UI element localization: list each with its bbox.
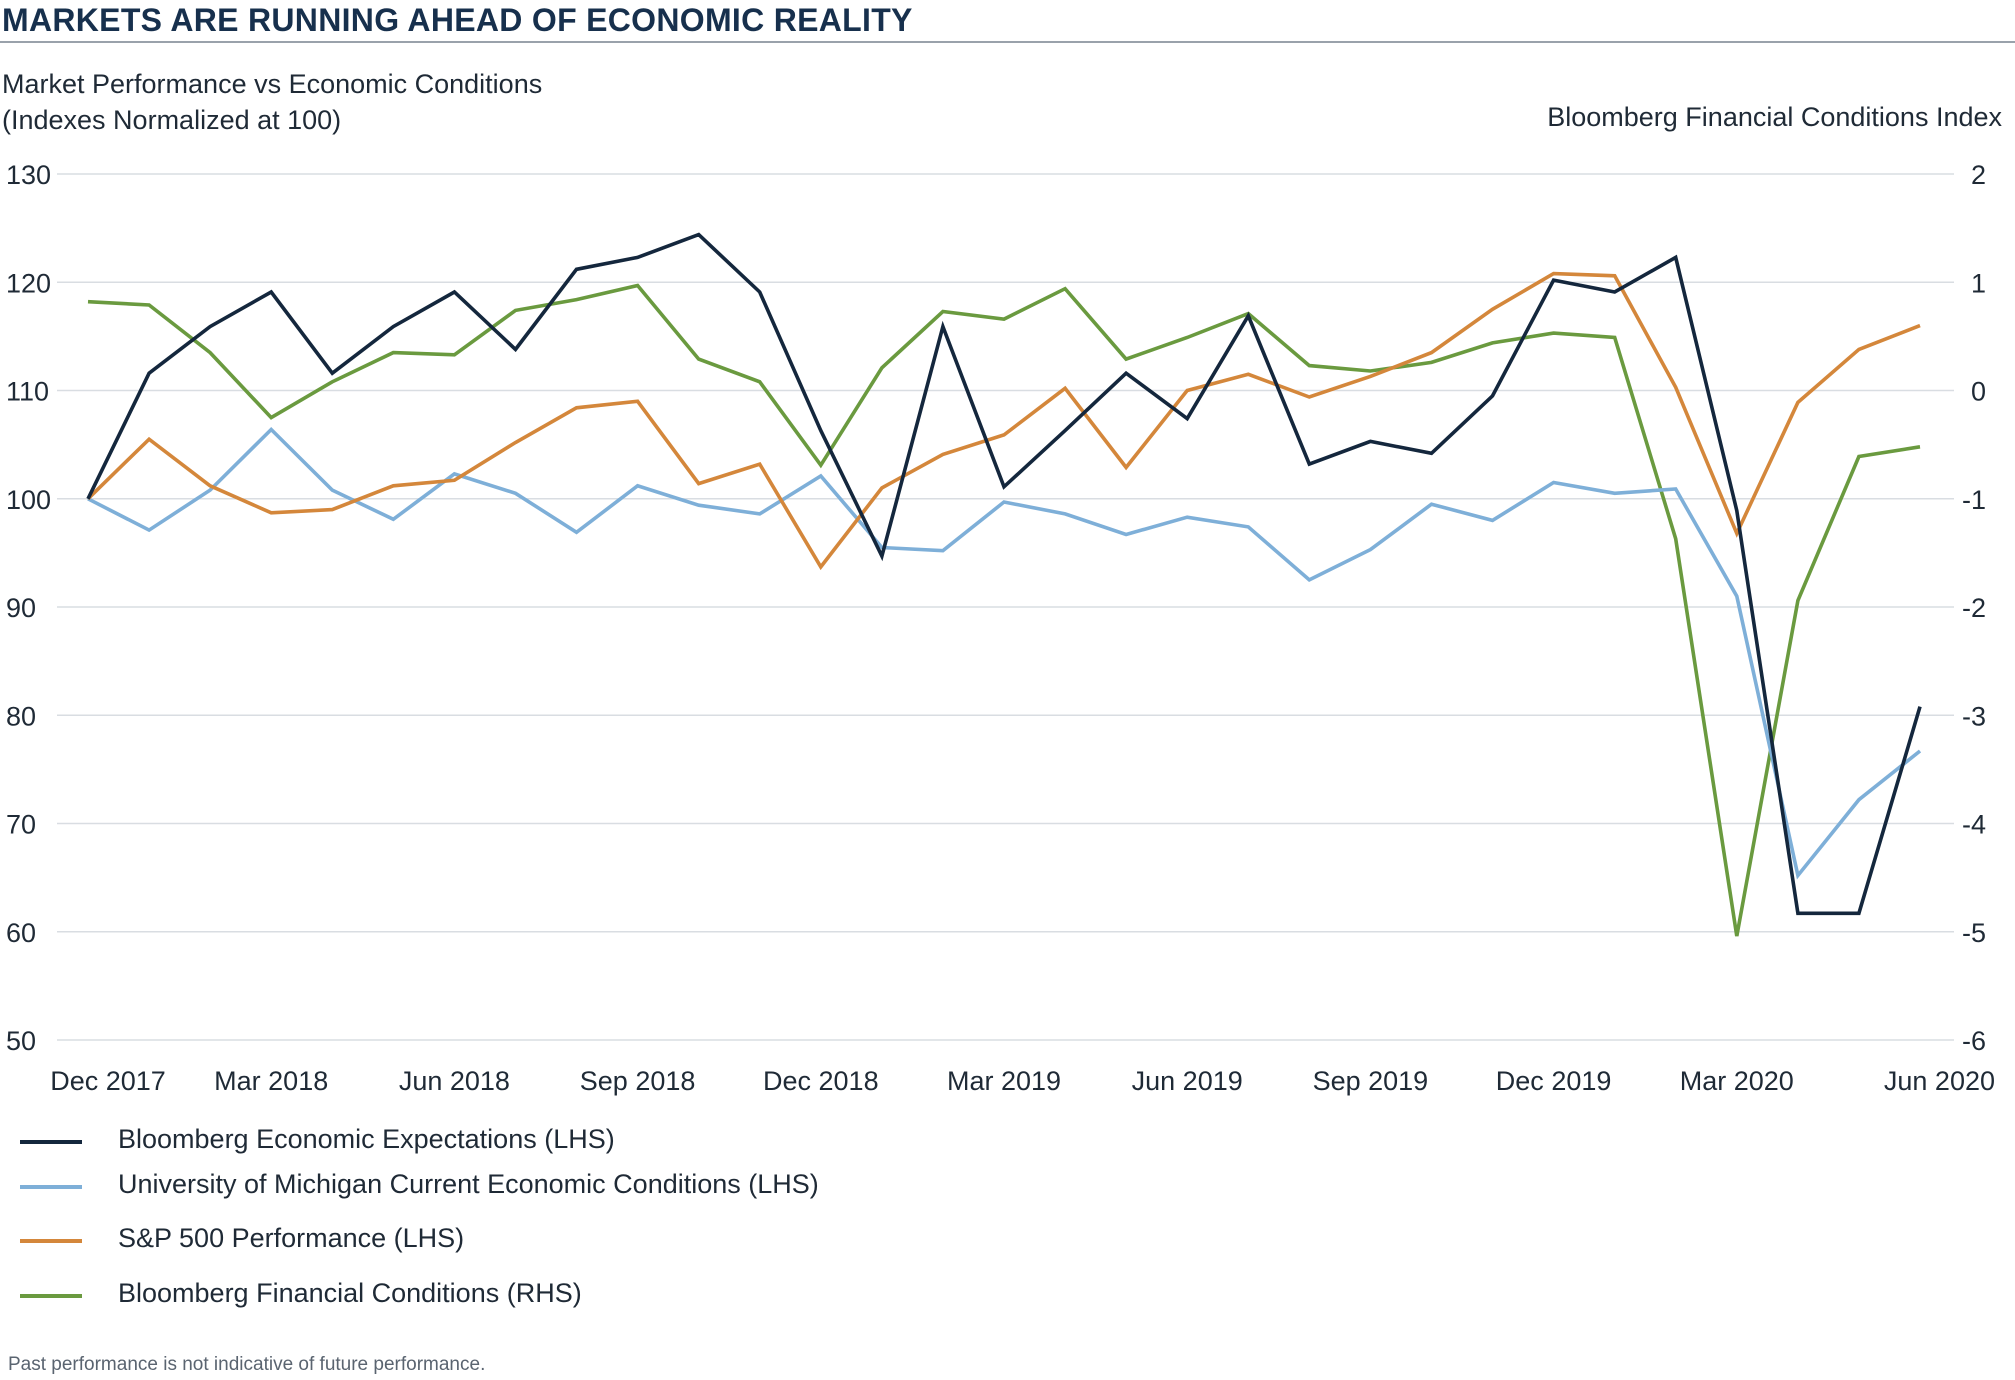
- heading-divider: [0, 41, 2015, 43]
- right-axis-tick-label: -3: [1962, 701, 1986, 731]
- legend-swatch: [20, 1140, 82, 1144]
- legend-swatch: [20, 1185, 82, 1189]
- series-lines: [86, 232, 1922, 937]
- series-line-university-of-michigan-current-economic-conditions-lhs: [87, 426, 1922, 880]
- right-axis-tick-label: 0: [1971, 377, 1986, 407]
- left-axis-tick-label: 110: [6, 377, 49, 407]
- right-axis-tick-label: -4: [1962, 810, 1986, 840]
- right-axis-ticks: 2 1 0 -1 -2 -3 -4 -5 -6: [1962, 160, 1986, 1056]
- legend-swatch: [20, 1239, 82, 1243]
- x-axis-tick-label: Mar 2019: [947, 1066, 1061, 1096]
- right-axis-tick-label: 1: [1971, 268, 1986, 298]
- footnote: Past performance is not indicative of fu…: [8, 1354, 486, 1375]
- series-line-bloomberg-financial-conditions-rhs: [87, 283, 1921, 937]
- chart-title: Market Performance vs Economic Condition…: [2, 69, 543, 99]
- chart-heading: MARKETS ARE RUNNING AHEAD OF ECONOMIC RE…: [2, 2, 913, 38]
- x-axis-tick-label: Jun 2018: [399, 1066, 510, 1096]
- x-axis-tick-label: Dec 2017: [50, 1066, 166, 1096]
- legend-swatch: [20, 1294, 82, 1298]
- x-axis-ticks: Dec 2017 Mar 2018 Jun 2018 Sep 2018 Dec 2018…: [50, 1066, 1995, 1096]
- legend-label: University of Michigan Current Economic …: [118, 1169, 819, 1199]
- right-axis-tick-label: -5: [1962, 918, 1986, 948]
- left-axis-tick-label: 120: [6, 268, 51, 298]
- right-axis-tick-label: -1: [1962, 485, 1986, 515]
- left-axis-ticks: 130 120 110 100 90 80 70 60 50: [6, 160, 51, 1056]
- left-axis-tick-label: 130: [6, 160, 51, 190]
- series-line-s-p-500-performance-lhs: [86, 271, 1921, 571]
- right-axis-tick-label: -6: [1962, 1026, 1986, 1056]
- x-axis-tick-label: Sep 2019: [1313, 1066, 1429, 1096]
- legend-label: Bloomberg Financial Conditions (RHS): [118, 1278, 582, 1308]
- x-axis-tick-label: Dec 2018: [763, 1066, 879, 1096]
- left-axis-tick-label: 60: [6, 918, 36, 948]
- left-axis-tick-label: 100: [6, 485, 51, 515]
- x-axis-tick-label: Mar 2018: [214, 1066, 328, 1096]
- chart-subtitle: (Indexes Normalized at 100): [2, 105, 342, 135]
- chart-banner: MARKETS ARE RUNNING AHEAD OF ECONOMIC RE…: [0, 0, 2015, 43]
- x-axis-tick-label: Sep 2018: [580, 1066, 696, 1096]
- x-axis-tick-label: Dec 2019: [1496, 1066, 1612, 1096]
- gridlines: [57, 173, 1954, 1041]
- x-axis-tick-label: Mar 2020: [1680, 1066, 1794, 1096]
- x-axis-tick-label: Jun 2019: [1132, 1066, 1243, 1096]
- chart-subtitle-block: Market Performance vs Economic Condition…: [2, 66, 542, 138]
- left-axis-tick-label: 80: [6, 701, 36, 731]
- legend-label: S&P 500 Performance (LHS): [118, 1223, 465, 1253]
- x-axis-tick-label: Jun 2020: [1884, 1066, 1995, 1096]
- left-axis-tick-label: 70: [6, 810, 36, 840]
- right-axis-label: Bloomberg Financial Conditions Index: [1547, 102, 2002, 132]
- right-axis-tick-label: 2: [1971, 160, 1986, 190]
- series-line-bloomberg-economic-expectations-lhs: [86, 232, 1922, 916]
- left-axis-tick-label: 90: [6, 593, 36, 623]
- right-axis-tick-label: -2: [1962, 593, 1986, 623]
- legend-label: Bloomberg Economic Expectations (LHS): [118, 1124, 615, 1154]
- left-axis-tick-label: 50: [6, 1026, 36, 1056]
